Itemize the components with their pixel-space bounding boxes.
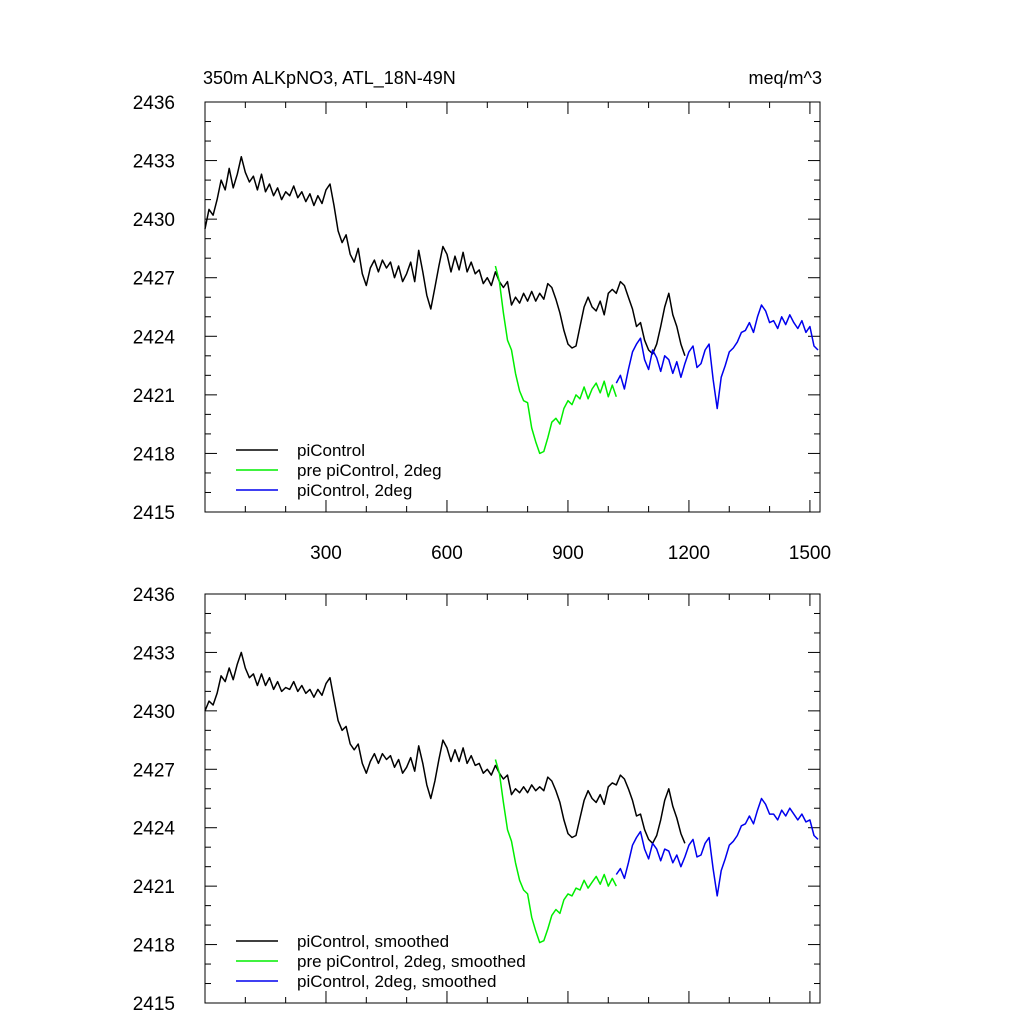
y-tick-label: 2424 xyxy=(133,819,176,840)
y-tick-label: 2418 xyxy=(133,936,175,957)
y-tick-label: 2427 xyxy=(133,760,175,781)
x-tick-label: 1500 xyxy=(789,543,831,564)
y-tick-label: 2418 xyxy=(133,444,175,465)
y-tick-label: 2415 xyxy=(133,503,175,524)
y-tick-label: 2433 xyxy=(133,152,175,173)
series-line-2 xyxy=(494,759,617,944)
plot-frame xyxy=(204,101,821,513)
series-line-1 xyxy=(204,651,686,845)
bottom-panel: 2415 2418 2421 2424 2427 2430 2433 2436 piContro… xyxy=(133,585,821,1015)
series-line-2 xyxy=(494,265,618,455)
legend-label: piControl, 2deg xyxy=(297,481,412,500)
legend-label: piControl, smoothed xyxy=(297,932,449,951)
chart-units: meq/m^3 xyxy=(749,68,822,88)
legend-label: piControl xyxy=(297,441,365,460)
chart-title: 350m ALKpNO3, ATL_18N-49N xyxy=(203,68,456,89)
y-tick-label: 2433 xyxy=(133,643,175,664)
legend-label: piControl, 2deg, smoothed xyxy=(297,972,496,991)
series-line-3 xyxy=(615,304,819,410)
y-tick-label: 2430 xyxy=(133,702,175,723)
y-tick-label: 2436 xyxy=(133,93,175,114)
legend-label: pre piControl, 2deg, smoothed xyxy=(297,952,526,971)
x-tick-label: 900 xyxy=(552,543,584,564)
y-tick-label: 2421 xyxy=(133,877,175,898)
y-tick-label: 2424 xyxy=(133,327,176,348)
top-panel: 2415 2418 2421 2424 2427 2430 2433 2436 300 600 90… xyxy=(133,93,831,564)
y-tick-label: 2421 xyxy=(133,386,175,407)
y-tick-label: 2436 xyxy=(133,585,175,606)
plot-frame xyxy=(204,593,821,1004)
y-tick-label: 2415 xyxy=(133,994,175,1015)
series-line-1 xyxy=(204,155,686,357)
legend-label: pre piControl, 2deg xyxy=(297,461,442,480)
x-tick-label: 300 xyxy=(310,543,342,564)
x-tick-label: 600 xyxy=(431,543,463,564)
y-tick-label: 2430 xyxy=(133,210,175,231)
x-tick-label: 1200 xyxy=(668,543,710,564)
y-tick-label: 2427 xyxy=(133,269,175,290)
series-line-3 xyxy=(615,797,819,897)
